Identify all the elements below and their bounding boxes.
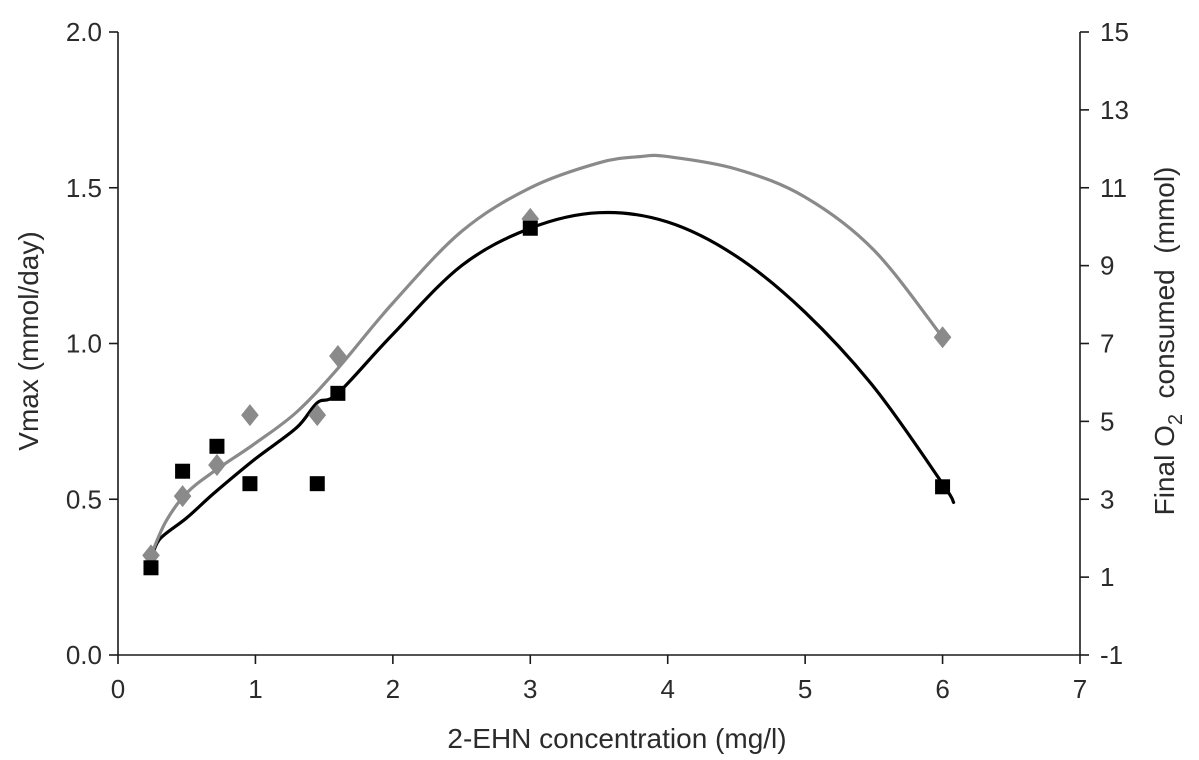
y-left-tick-label: 0.0 [66,640,102,670]
diamond-marker [241,404,259,427]
x-tick-label: 1 [248,674,262,704]
y-right-title-subscript: 2 [1165,414,1187,425]
diamond-marker [329,344,347,367]
y-left-tick-label: 0.5 [66,484,102,514]
y-right-tick-label: 15 [1100,17,1129,47]
square-marker [330,385,346,401]
square-marker [309,476,325,492]
y-left-axis-title: Vmax (mmol/day) [13,231,44,450]
square-marker [175,463,191,479]
trend-lines [149,153,956,564]
y-right-tick-label: 7 [1100,329,1114,359]
x-tick-label: 0 [111,674,125,704]
y-left-tick-label: 1.0 [66,329,102,359]
x-tick-label: 5 [798,674,812,704]
y-right-title-suffix: consumed (mmol) [1149,167,1180,414]
y-right-tick-label: -1 [1100,640,1123,670]
y-right-title-prefix: Final O [1149,425,1180,515]
square-marker [242,476,258,492]
y-right-axis-title: Final O2 consumed (mmol) [1149,167,1187,516]
trend-line-diamond [149,153,945,557]
y-right-tick-label: 13 [1100,95,1129,125]
x-tick-label: 4 [660,674,674,704]
x-tick-label: 3 [523,674,537,704]
trend-line-square [149,210,956,564]
y-right-tick-label: 3 [1100,484,1114,514]
square-marker [935,479,951,495]
data-markers [142,207,952,576]
y-right-tick-label: 9 [1100,251,1114,281]
square-marker [522,220,538,236]
diamond-marker [933,326,952,349]
y-right-tick-label: 11 [1100,173,1127,203]
y-left-tick-label: 1.5 [66,173,102,203]
diamond-marker [208,453,226,476]
square-marker [209,438,225,454]
diamond-marker [308,404,327,427]
x-tick-label: 2 [386,674,400,704]
square-marker [143,560,159,576]
y-left-tick-label: 2.0 [66,17,102,47]
x-tick-label: 6 [935,674,949,704]
x-axis-title: 2-EHN concentration (mg/l) [447,723,786,754]
x-tick-label: 7 [1073,674,1087,704]
y-right-tick-label: 1 [1100,562,1114,592]
diamond-marker [173,485,192,508]
y-right-tick-label: 5 [1100,406,1114,436]
